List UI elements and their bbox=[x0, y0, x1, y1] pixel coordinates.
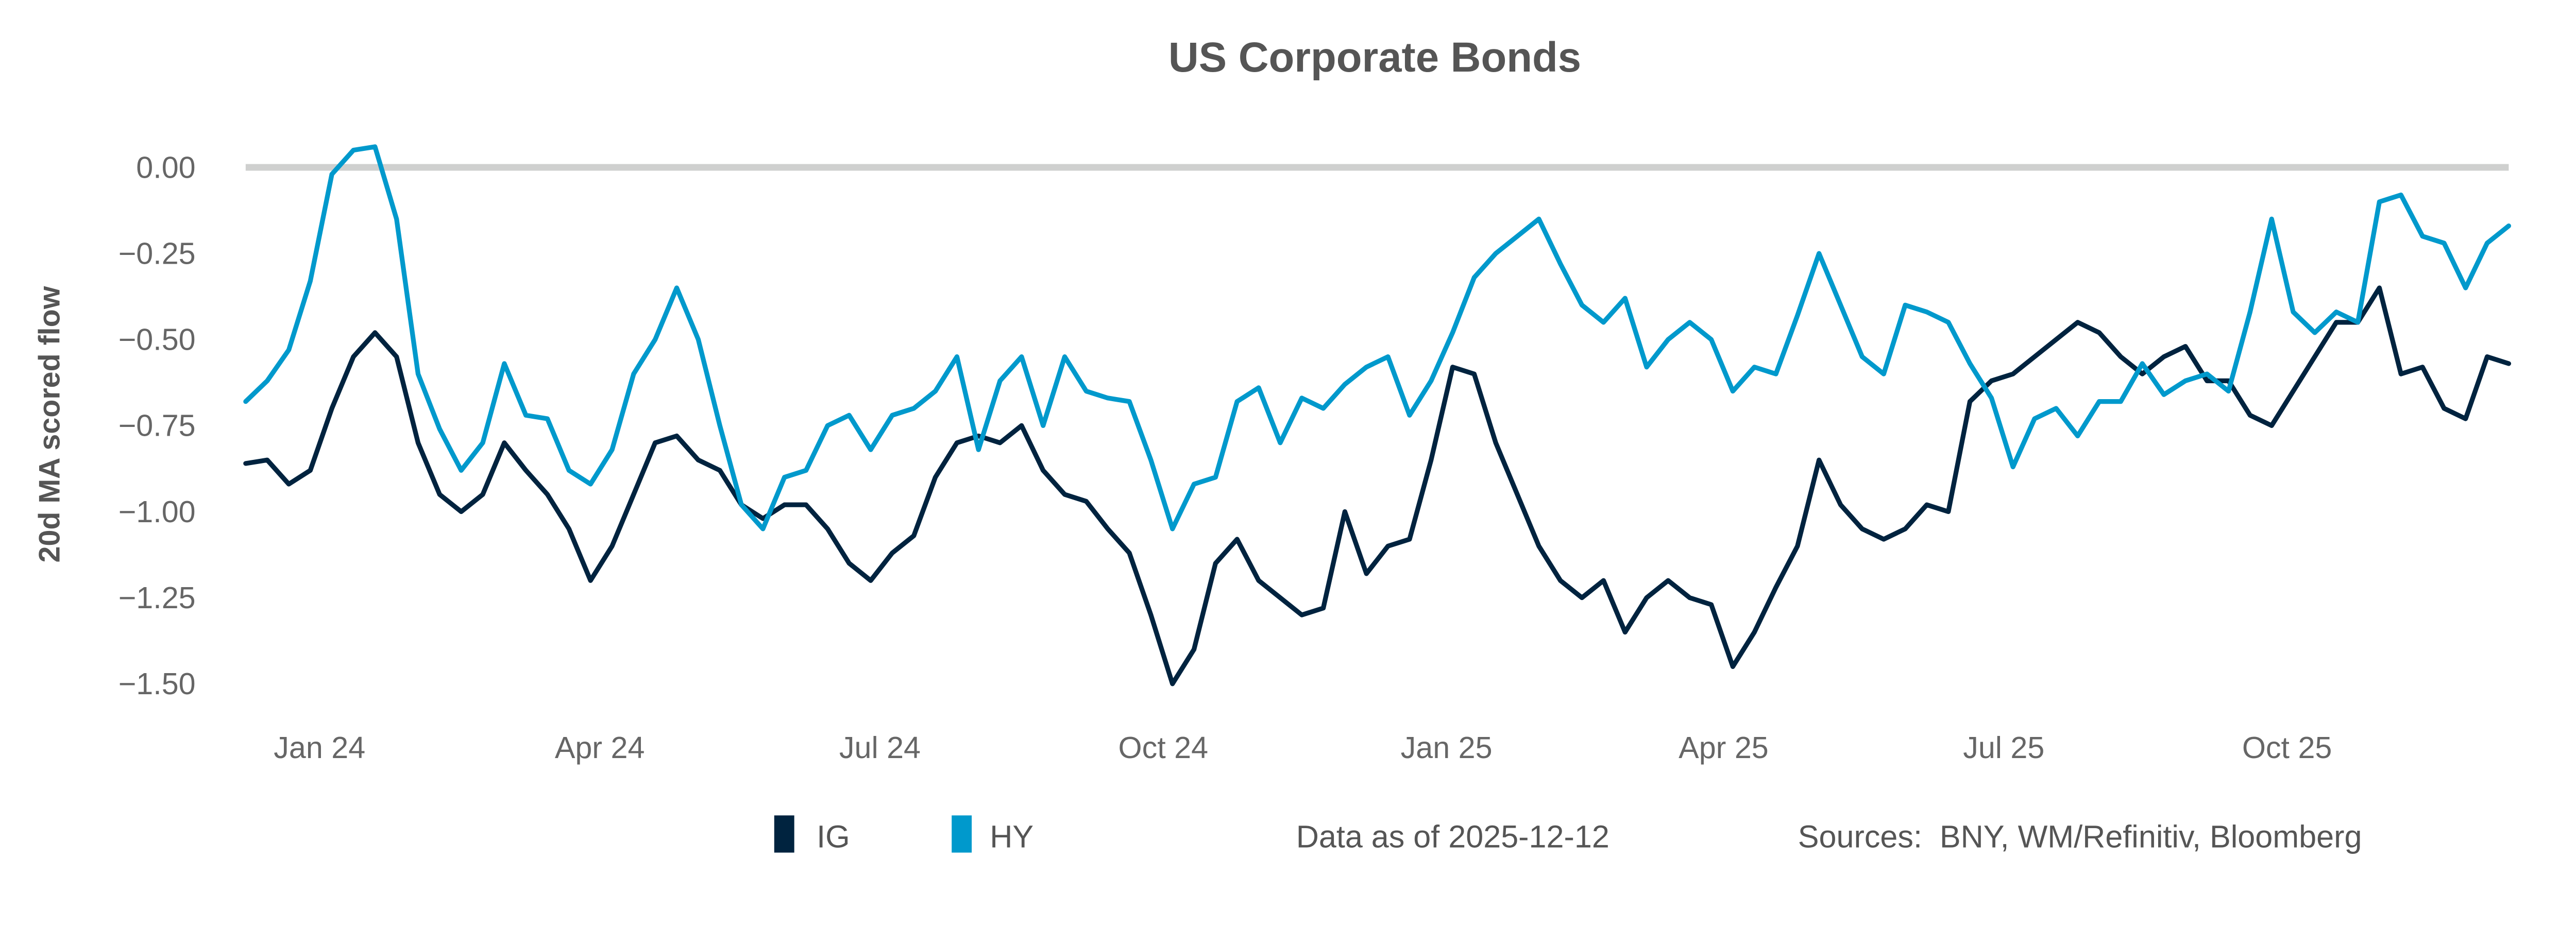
y-tick-labels: 0.00 −0.25 −0.50 −0.75 −1.00 −1.25 −1.50 bbox=[118, 150, 196, 701]
y-tick-label: −0.50 bbox=[118, 322, 196, 357]
legend-label-ig: IG bbox=[817, 819, 850, 854]
legend: IG HY Data as of 2025-12-12 Sources: BNY… bbox=[774, 815, 2362, 854]
data-as-of-note: Data as of 2025-12-12 bbox=[1296, 819, 1609, 854]
legend-swatch-ig bbox=[774, 815, 794, 853]
legend-swatch-hy bbox=[952, 815, 972, 853]
series-lines bbox=[243, 144, 2512, 686]
x-tick-label: Apr 24 bbox=[555, 730, 645, 765]
y-tick-label: −1.25 bbox=[118, 580, 196, 615]
y-tick-label: −1.00 bbox=[118, 494, 196, 529]
x-tick-label: Jul 25 bbox=[1963, 730, 2044, 765]
legend-label-hy: HY bbox=[990, 819, 1033, 854]
x-tick-label: Oct 25 bbox=[2242, 730, 2332, 765]
chart-title: US Corporate Bonds bbox=[1168, 34, 1581, 81]
series-line-ig bbox=[243, 285, 2512, 686]
y-tick-label: −1.50 bbox=[118, 666, 196, 701]
sources-note: Sources: BNY, WM/Refinitiv, Bloomberg bbox=[1798, 819, 2362, 854]
series-line-hy bbox=[243, 144, 2512, 531]
y-tick-label: −0.25 bbox=[118, 236, 196, 270]
chart: US Corporate Bonds 20d MA scored flow 0.… bbox=[33, 34, 2512, 854]
x-tick-label: Jan 25 bbox=[1401, 730, 1493, 765]
x-tick-label: Apr 25 bbox=[1679, 730, 1769, 765]
y-axis-label: 20d MA scored flow bbox=[33, 286, 66, 562]
x-tick-label: Jul 24 bbox=[839, 730, 921, 765]
y-tick-label: 0.00 bbox=[136, 150, 195, 184]
x-tick-labels: Jan 24 Apr 24 Jul 24 Oct 24 Jan 25 Apr 25 Jul … bbox=[274, 730, 2332, 765]
y-tick-label: −0.75 bbox=[118, 408, 196, 443]
x-tick-label: Jan 24 bbox=[274, 730, 365, 765]
x-tick-label: Oct 24 bbox=[1118, 730, 1209, 765]
